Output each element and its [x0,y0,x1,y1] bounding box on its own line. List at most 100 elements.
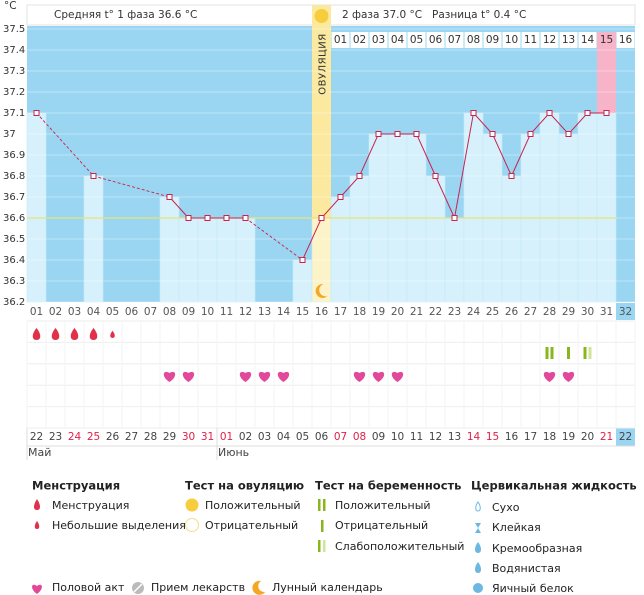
date-label: 31 [201,431,214,443]
gap-connector [36,112,94,177]
gap-connector [245,217,303,261]
phase2-day-cell [483,32,502,48]
date-label: 25 [87,431,100,443]
day-label: 10 [201,306,214,318]
today-cell [616,428,635,446]
day-label: 13 [258,306,271,318]
legend-title: Цервикальная жидкость [471,479,637,493]
temp-marker [299,257,306,263]
intercourse-icon [543,371,556,382]
pregnancy-test-icon [588,347,592,359]
date-label: 19 [562,431,575,443]
phase2-day-label: 12 [543,34,556,46]
day-label: 25 [486,306,499,318]
date-label: 26 [106,431,120,443]
phase2-day-cell [521,32,540,48]
day-label: 15 [296,306,309,318]
phase2-day-cell [331,32,350,48]
menstruation-icon [70,328,79,340]
phase2-day-cell [407,32,426,48]
legend-item: Лунный календарь [272,581,383,594]
legend-item: Отрицательный [205,519,298,532]
phase2-day-cell [426,32,445,48]
legend-item: Положительный [205,499,301,512]
legend-icon [34,499,40,510]
legend-title: Тест на овуляцию [185,479,304,493]
temp-bar [463,112,484,303]
today-cell [616,303,635,320]
day-label: 04 [87,306,101,318]
intercourse-icon [562,371,575,382]
day-label: 06 [125,306,139,318]
legend-item: Положительный [335,499,431,512]
day-label: 32 [619,306,632,318]
phase2-day-cell [502,32,521,48]
temp-marker [166,194,173,200]
month-label: Май [28,446,51,459]
intercourse-icon [391,371,404,382]
legend-icon [321,520,324,532]
difference-text: Разница t° 0.4 °C [432,9,526,21]
date-label: 15 [486,431,499,443]
legend-item: Сухо [492,501,520,514]
legend-icon [185,518,199,532]
pregnancy-test-icon [550,347,554,359]
day-label: 22 [429,306,442,318]
pregnancy-test-icon [583,347,587,359]
y-tick-label: 36.6 [3,213,25,224]
date-label: 01 [220,431,233,443]
day-label: 02 [49,306,62,318]
day-label: 03 [68,306,81,318]
intercourse-icon [372,371,385,382]
day-label: 21 [410,306,423,318]
date-label: 11 [410,431,423,443]
day-label: 05 [106,306,119,318]
month-label: Июнь [218,446,249,459]
temp-marker [394,131,401,137]
date-label: 16 [505,431,519,443]
y-tick-label: 36.9 [3,150,25,161]
day-label: 18 [353,306,366,318]
phase2-day-label: 02 [353,34,366,46]
phase2-day-label: 05 [410,34,423,46]
temp-marker [90,173,97,179]
date-label: 22 [30,431,43,443]
legend-item: Менструация [52,499,129,512]
day-label: 30 [581,306,594,318]
legend-item: Отрицательный [335,519,428,532]
legend-icon [318,499,321,511]
day-label: 09 [182,306,195,318]
date-label: 06 [315,431,329,443]
date-label: 05 [296,431,309,443]
phase2-day-cell [445,32,464,48]
date-label: 27 [125,431,138,443]
date-label: 07 [334,431,347,443]
y-tick-label: 37.5 [3,24,25,35]
temp-marker [603,110,610,116]
gap-connector [93,175,170,198]
legend-item: Половой акт [52,581,125,594]
temp-bar [539,112,560,303]
temp-marker [584,110,591,116]
temp-bar [159,196,180,303]
date-label: 02 [239,431,252,443]
phase2-highlight [597,32,616,113]
phase2-day-label: 14 [581,34,595,46]
temp-marker [375,131,382,137]
legend-icon [323,540,326,552]
legend-icon [475,501,481,512]
legend-icon [323,499,326,511]
moon-icon [315,283,328,298]
date-label: 10 [391,431,404,443]
pregnancy-test-icon [545,347,549,359]
day-label: 01 [30,306,43,318]
legend-item: Водянистая [492,562,561,575]
legend-item: Кремообразная [492,542,582,555]
y-tick-label: 36.2 [3,297,25,308]
temp-marker [204,215,211,221]
legend-icon [475,562,481,573]
intercourse-icon [353,371,366,382]
legend-icon [185,498,199,512]
legend-icon [473,583,483,593]
